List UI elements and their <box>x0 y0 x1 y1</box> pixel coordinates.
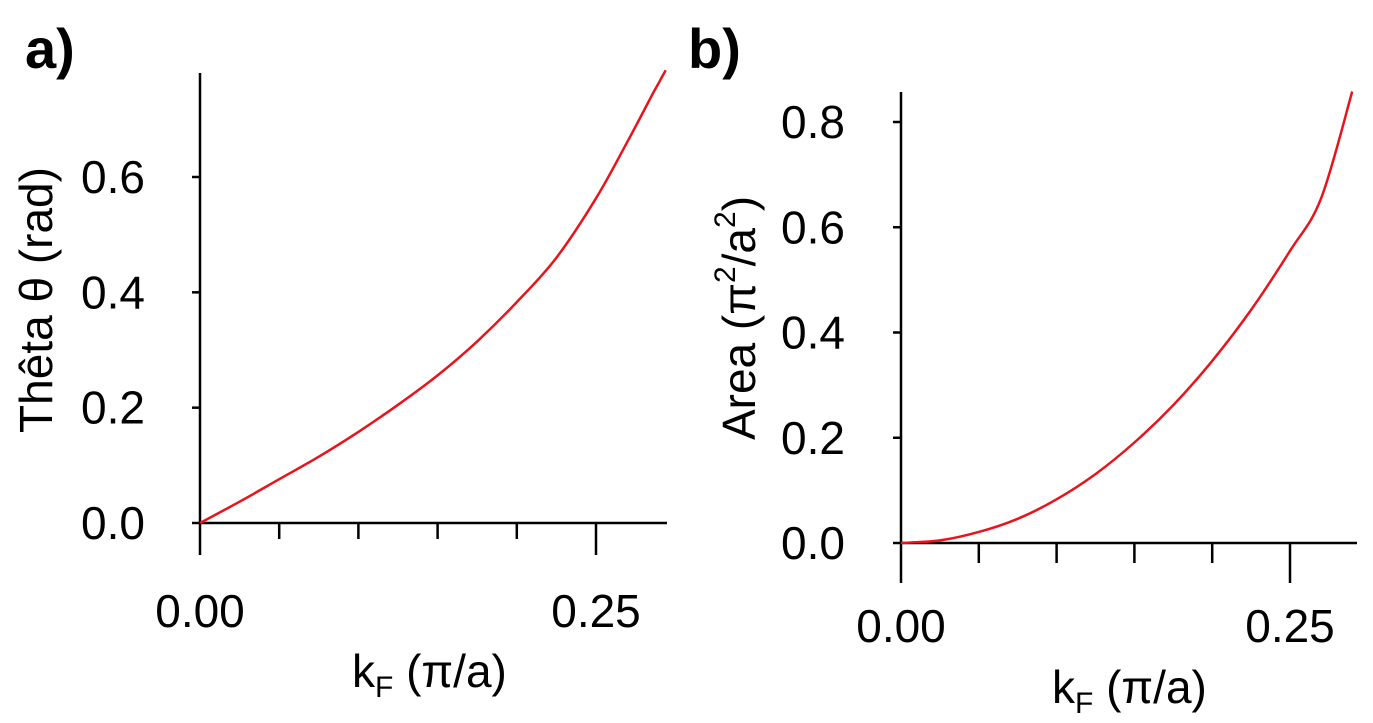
panel-a-label: a) <box>25 17 75 80</box>
panel-a-x-title-unit: (π/a) <box>393 645 507 697</box>
panel-b-y-tick-label: 0.0 <box>781 517 845 569</box>
panel-a-x-title-main: k <box>352 645 376 697</box>
panel-b-y-tick-label: 0.4 <box>781 307 845 359</box>
panel-b-y-tick-label: 0.6 <box>781 201 845 253</box>
panel-a-tick-labels: 0.0 0.2 0.4 0.6 0.00 0.25 <box>81 151 641 637</box>
panel-b-label: b) <box>688 17 741 80</box>
panel-b-y-title-sup2: 2 <box>709 211 742 228</box>
panel-b-y-title-sup1: 2 <box>709 266 742 283</box>
panel-a-x-title: kF (π/a) <box>352 645 507 704</box>
panel-b-ticks <box>893 120 1292 583</box>
panel-a-y-tick-label: 0.0 <box>81 497 145 549</box>
panel-b-y-title-text: Area (π <box>713 283 765 440</box>
panel-a-series-theta <box>199 69 667 525</box>
panel-a-y-tick-label: 0.4 <box>81 266 145 318</box>
panel-b-y-title-mid: /a <box>713 228 765 267</box>
panel-b-y-tick-label: 0.2 <box>781 412 845 464</box>
panel-b-tick-labels: 0.0 0.2 0.4 0.6 0.8 0.00 0.25 <box>781 96 1335 652</box>
panel-b-x-tick-label: 0.00 <box>856 600 946 652</box>
panel-a-x-title-sub: F <box>375 671 393 704</box>
panel-b-series-area <box>900 91 1354 545</box>
panel-b-y-tick-label: 0.8 <box>781 96 845 148</box>
panel-a-x-tick-label: 0.25 <box>551 585 641 637</box>
panel-a-ticks <box>192 175 598 555</box>
panel-a: a) 0.0 0.2 0.4 0.6 0.00 0.25 kF (π/a) Thêta θ… <box>10 17 667 704</box>
panel-b-x-title-sub: F <box>1075 687 1093 720</box>
panel-b-y-title: Area (π2/a2) <box>709 196 765 440</box>
panel-b-x-title-main: k <box>1052 661 1076 713</box>
panel-a-x-tick-label: 0.00 <box>155 585 245 637</box>
panel-b-y-title-end: ) <box>713 196 765 211</box>
panel-b-x-title: kF (π/a) <box>1052 661 1207 720</box>
panel-b: b) 0.0 0.2 0.4 0.6 0.8 0.00 0.25 kF (π/a) Area… <box>688 17 1357 720</box>
panel-b-x-title-unit: (π/a) <box>1093 661 1207 713</box>
panel-b-x-tick-label: 0.25 <box>1245 600 1335 652</box>
panel-a-y-tick-label: 0.2 <box>81 382 145 434</box>
panel-a-y-title: Thêta θ (rad) <box>10 167 62 433</box>
panel-a-y-tick-label: 0.6 <box>81 151 145 203</box>
